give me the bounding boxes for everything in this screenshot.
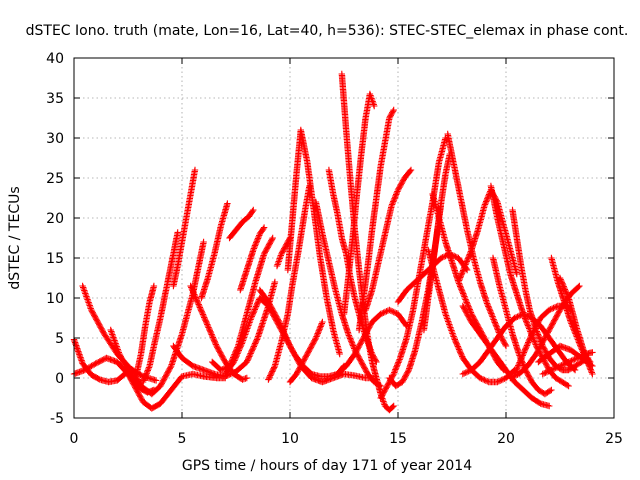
- data-point-markers: [170, 278, 279, 380]
- data-point-markers: [355, 106, 397, 334]
- data-point-markers: [362, 166, 415, 314]
- chart-title: dSTEC Iono. truth (mate, Lon=16, Lat=40,…: [26, 23, 629, 39]
- data-series: [535, 342, 596, 370]
- data-point-markers: [420, 150, 453, 334]
- y-axis-label: dSTEC / TECUs: [7, 186, 23, 289]
- data-series: [459, 310, 579, 378]
- data-series: [198, 200, 231, 302]
- data-series: [127, 229, 181, 386]
- y-tick-label: 25: [46, 171, 64, 187]
- data-series: [459, 302, 553, 410]
- data-point-markers: [198, 200, 231, 302]
- x-tick-label: 0: [70, 431, 79, 447]
- x-tick-label: 25: [605, 431, 623, 447]
- data-point-markers: [334, 306, 410, 378]
- data-point-markers: [425, 246, 518, 386]
- x-tick-label: 5: [178, 431, 187, 447]
- data-point-markers: [539, 349, 596, 378]
- data-point-markers: [459, 302, 553, 410]
- data-point-markers: [273, 234, 294, 270]
- y-tick-label: 15: [46, 251, 64, 267]
- data-series: [355, 106, 397, 334]
- data-point-markers: [122, 366, 229, 412]
- data-series: [122, 366, 229, 412]
- data-point-markers: [127, 229, 181, 386]
- data-series: [334, 306, 410, 378]
- data-series: [284, 126, 343, 358]
- x-tick-label: 20: [497, 431, 515, 447]
- data-point-markers: [340, 90, 378, 318]
- data-series: [170, 278, 279, 380]
- data-series: [511, 302, 574, 378]
- data-point-markers: [511, 302, 574, 378]
- y-tick-label: 0: [55, 371, 64, 387]
- axis-ticks: 0 5 10 15 20 25 -5 0 5 10 15 20 25 30 35 40: [46, 51, 623, 447]
- data-point-markers: [535, 342, 596, 370]
- y-tick-label: 30: [46, 131, 64, 147]
- x-axis-label: GPS time / hours of day 171 of year 2014: [182, 458, 472, 474]
- y-tick-label: 5: [55, 331, 64, 347]
- x-tick-label: 10: [281, 431, 299, 447]
- data-points: [70, 70, 596, 414]
- y-tick-label: -5: [50, 411, 64, 427]
- data-series: [539, 349, 596, 378]
- data-series: [362, 166, 415, 314]
- data-series: [273, 234, 294, 270]
- data-point-markers: [237, 224, 268, 294]
- data-point-markers: [170, 166, 199, 290]
- data-point-markers: [265, 182, 313, 383]
- plot-frame: [73, 57, 615, 419]
- y-tick-label: 10: [46, 291, 64, 307]
- data-point-markers: [286, 318, 326, 386]
- x-tick-label: 15: [389, 431, 407, 447]
- data-series: [237, 224, 268, 294]
- data-point-markers: [226, 206, 257, 242]
- data-series: [170, 166, 199, 290]
- data-point-markers: [459, 310, 579, 378]
- data-series: [265, 182, 313, 383]
- y-tick-label: 40: [46, 51, 64, 67]
- data-point-markers: [284, 126, 343, 358]
- data-series: [286, 318, 326, 386]
- data-series: [425, 246, 518, 386]
- data-series: [420, 150, 453, 334]
- data-series: [340, 90, 378, 318]
- y-tick-label: 20: [46, 211, 64, 227]
- y-tick-label: 35: [46, 91, 64, 107]
- data-series: [226, 206, 257, 242]
